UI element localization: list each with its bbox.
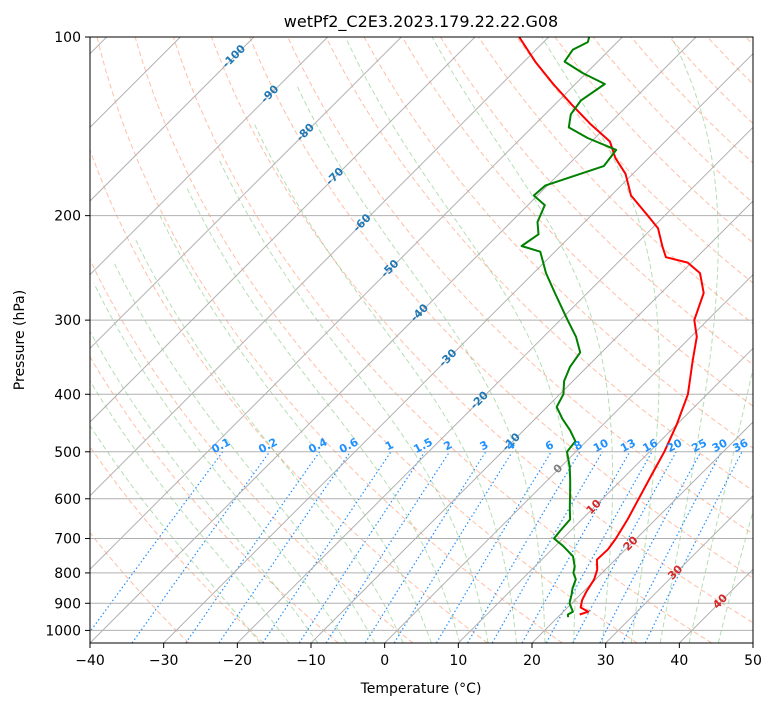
moist-adiabat-line bbox=[135, 239, 404, 643]
moist-adiabat-line bbox=[90, 379, 290, 643]
moist-adiabat-line bbox=[688, 366, 753, 643]
mixing-ratio-label: 13 bbox=[618, 436, 638, 455]
moist-adiabat-line bbox=[90, 330, 319, 643]
mixing-ratio-lines bbox=[90, 451, 743, 643]
dry-adiabat-line bbox=[90, 355, 339, 643]
mixing-ratio-line bbox=[599, 451, 702, 643]
y-axis-ticks: 100 200 300 400 500 600 700 800 900 1000 bbox=[45, 30, 90, 639]
moist-adiabat-line bbox=[659, 37, 719, 643]
isotherms bbox=[90, 37, 753, 643]
moist-adiabat-line bbox=[431, 37, 614, 643]
dry-adiabat-line bbox=[90, 531, 190, 643]
isotherm-line bbox=[90, 37, 402, 350]
x-tick-label: 10 bbox=[449, 653, 467, 669]
x-tick-label: −30 bbox=[149, 653, 179, 669]
mixing-ratio-line bbox=[298, 451, 426, 643]
dry-adiabat-line bbox=[172, 37, 712, 643]
dry-adiabat-line bbox=[630, 37, 753, 164]
plot-area bbox=[90, 37, 753, 643]
y-tick-label: 100 bbox=[54, 30, 81, 46]
mixing-ratio-line bbox=[435, 451, 552, 643]
isotherm-line bbox=[163, 52, 753, 643]
mixing-ratio-line bbox=[131, 451, 271, 643]
isobars bbox=[90, 37, 753, 631]
dry-adiabat-line bbox=[554, 37, 753, 244]
mixing-ratio-line bbox=[262, 451, 392, 643]
y-tick-label: 300 bbox=[54, 313, 81, 329]
dry-adiabat-line bbox=[90, 258, 414, 643]
isotherm-line bbox=[310, 200, 753, 643]
x-tick-label: 20 bbox=[523, 653, 541, 669]
x-axis-ticks: −40 −30 −20 −10 0 10 20 30 40 50 bbox=[75, 643, 762, 669]
x-tick-label: 0 bbox=[380, 653, 389, 669]
mixing-ratio-label: 16 bbox=[640, 436, 660, 455]
x-axis-label: Temperature (°C) bbox=[360, 681, 482, 697]
mixing-ratio-label: 36 bbox=[731, 436, 751, 455]
mixing-ratio-label: 20 bbox=[665, 436, 685, 455]
y-tick-label: 900 bbox=[54, 596, 81, 612]
dry-adiabats bbox=[90, 37, 753, 643]
dry-adiabat-line bbox=[134, 37, 638, 643]
moist-adiabat-line bbox=[159, 215, 432, 643]
mixing-ratio-label: 25 bbox=[689, 436, 709, 455]
isotherm-line bbox=[90, 37, 697, 643]
isotherm-line bbox=[236, 126, 753, 643]
isotherm-line bbox=[90, 37, 550, 497]
x-tick-label: −20 bbox=[223, 653, 253, 669]
x-tick-label: −10 bbox=[296, 653, 326, 669]
y-tick-label: 600 bbox=[54, 492, 81, 508]
dry-adiabat-line bbox=[363, 37, 753, 449]
x-tick-label: 30 bbox=[597, 653, 615, 669]
mixing-ratio-line bbox=[545, 451, 653, 643]
x-tick-label: 40 bbox=[670, 653, 688, 669]
dry-adiabat-line bbox=[211, 37, 753, 624]
y-tick-label: 700 bbox=[54, 532, 81, 548]
dewpoint-line bbox=[520, 37, 618, 618]
mixing-ratio-line bbox=[90, 451, 224, 633]
isotherm-line bbox=[90, 37, 623, 571]
mixing-ratio-line bbox=[325, 451, 451, 643]
isotherm-line bbox=[531, 421, 753, 643]
mixing-ratio-line bbox=[218, 451, 351, 643]
x-tick-label: 50 bbox=[744, 653, 762, 669]
dry-adiabat-line bbox=[439, 37, 753, 366]
plot-frame bbox=[89, 36, 754, 644]
isotherm-line bbox=[605, 494, 753, 643]
y-tick-label: 500 bbox=[54, 445, 81, 461]
y-tick-label: 800 bbox=[54, 566, 81, 582]
mixing-ratio-line bbox=[644, 451, 743, 643]
mixing-ratio-line bbox=[521, 451, 631, 643]
isotherm-line bbox=[90, 37, 255, 202]
mixing-ratio-label: 10 bbox=[591, 436, 611, 455]
mixing-ratio-line bbox=[572, 451, 677, 643]
isotherm-line bbox=[384, 273, 753, 643]
y-tick-label: 200 bbox=[54, 209, 81, 225]
moist-adiabat-line bbox=[541, 37, 660, 643]
y-tick-label: 400 bbox=[54, 387, 81, 403]
mixing-ratio-line bbox=[364, 451, 487, 643]
moist-adiabat-line bbox=[186, 188, 461, 643]
chart-title: wetPf2_C2E3.2023.179.22.22.G08 bbox=[284, 12, 558, 32]
moist-adiabat-line bbox=[90, 424, 261, 643]
dry-adiabat-line bbox=[325, 37, 753, 492]
dry-adiabat-line bbox=[401, 37, 753, 407]
moist-adiabat-line bbox=[93, 283, 347, 643]
isotherm-line bbox=[90, 37, 476, 423]
y-axis-label: Pressure (hPa) bbox=[12, 290, 28, 390]
y-tick-label: 1000 bbox=[45, 623, 81, 639]
x-tick-label: −40 bbox=[75, 653, 105, 669]
mixing-ratio-line bbox=[185, 451, 321, 643]
dry-adiabat-line bbox=[249, 37, 753, 579]
isotherm-line bbox=[90, 37, 329, 276]
mixing-ratio-label: 30 bbox=[710, 436, 730, 455]
moist-adiabat-line bbox=[295, 83, 546, 643]
sounding-series bbox=[518, 37, 705, 618]
moist-adiabat-line bbox=[717, 509, 753, 643]
